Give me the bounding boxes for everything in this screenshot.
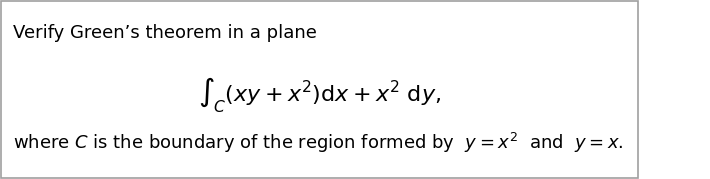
Text: Verify Green’s theorem in a plane: Verify Green’s theorem in a plane [13, 24, 317, 42]
Text: $\int_C (xy + x^2)\mathrm{d}x + x^2\ \mathrm{d}y,$: $\int_C (xy + x^2)\mathrm{d}x + x^2\ \ma… [198, 75, 442, 115]
Text: where $C$ is the boundary of the region formed by  $y = x^2$  and  $y = x$.: where $C$ is the boundary of the region … [13, 131, 623, 155]
FancyBboxPatch shape [1, 1, 638, 178]
